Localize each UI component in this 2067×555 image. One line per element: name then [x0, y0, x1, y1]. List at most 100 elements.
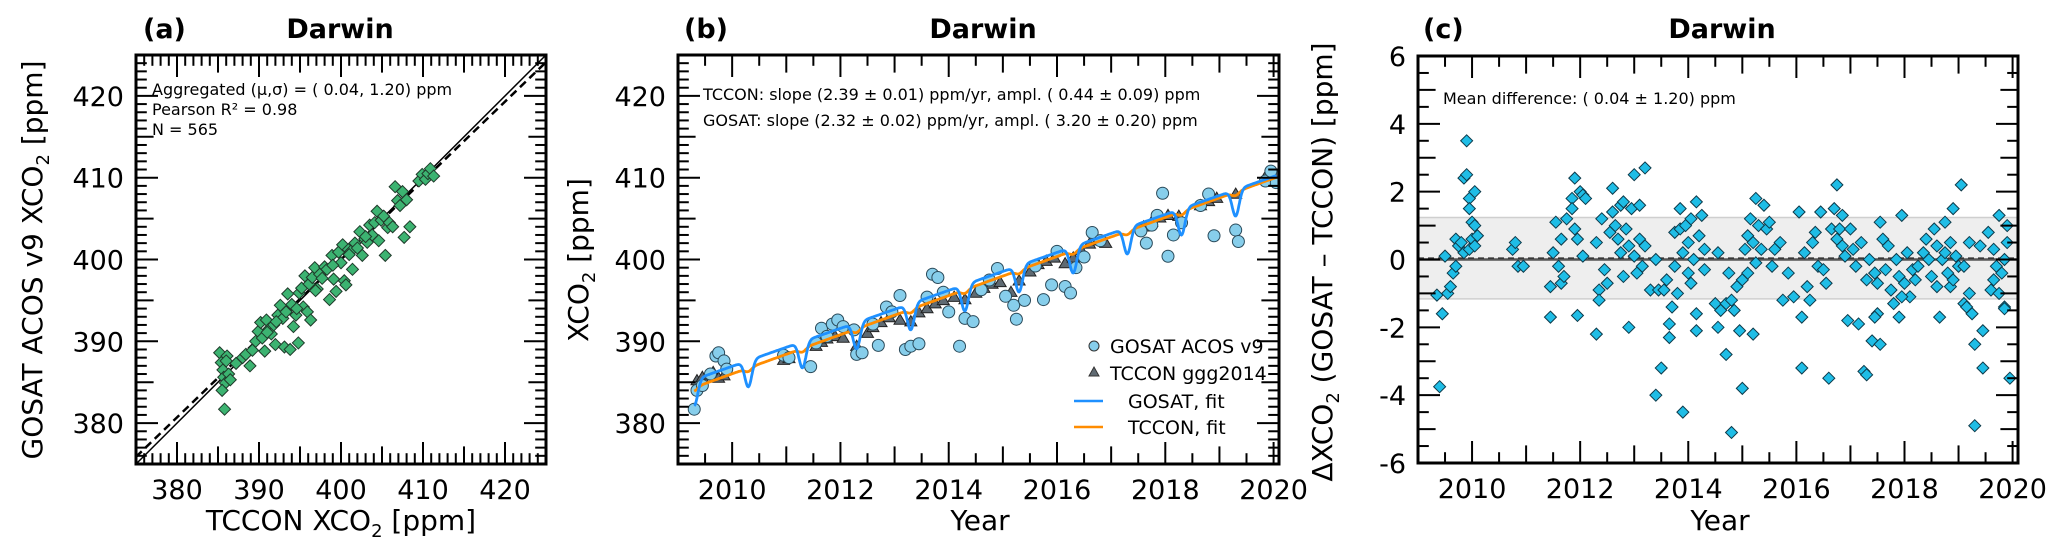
- difference-point: [1657, 283, 1671, 297]
- difference-point: [1668, 259, 1682, 273]
- panel-b: (b) Darwin 2010 2012 2014 2016 2018 2020 380 39…: [562, 14, 1308, 537]
- difference-point: [1576, 249, 1590, 263]
- y-tick-label: -6: [1379, 449, 1406, 480]
- difference-point: [1962, 235, 1977, 250]
- difference-point: [1632, 198, 1647, 212]
- difference-point: [2000, 235, 2014, 250]
- scatter-point: [215, 383, 229, 398]
- gosat-point: [966, 315, 980, 329]
- difference-point: [1995, 266, 2009, 280]
- gosat-point: [1045, 278, 1059, 292]
- difference-point: [1846, 242, 1860, 257]
- y-tick-label: -4: [1379, 381, 1406, 412]
- scatter-point: [385, 220, 400, 234]
- difference-point: [1746, 235, 1760, 250]
- x-tick-label: 2016: [1023, 475, 1092, 506]
- difference-point: [1968, 418, 1982, 433]
- difference-point: [1619, 222, 1633, 236]
- x-tick-label: 400: [315, 475, 367, 506]
- difference-point: [1843, 222, 1858, 236]
- gosat-fit-line: [693, 174, 1277, 407]
- difference-point: [1854, 235, 1868, 250]
- difference-point: [1924, 269, 1939, 284]
- panel-c-letter: (c): [1423, 14, 1464, 45]
- difference-point: [1886, 296, 1901, 311]
- difference-point: [1681, 235, 1695, 250]
- difference-point: [1616, 269, 1631, 284]
- difference-point: [1589, 327, 1604, 341]
- scatter-point: [286, 319, 301, 334]
- difference-point: [1803, 293, 1817, 307]
- difference-point: [1878, 262, 1893, 277]
- difference-point: [1616, 195, 1631, 209]
- difference-point: [1468, 239, 1482, 253]
- scatter-point: [358, 229, 373, 244]
- panel-b-annotation-2: GOSAT: slope (2.32 ± 0.02) ppm/yr, ampl.…: [703, 111, 1198, 130]
- difference-point: [1622, 320, 1636, 335]
- difference-point: [1468, 184, 1482, 199]
- difference-point: [1986, 242, 2001, 257]
- tccon-point: [860, 326, 875, 338]
- panel-a-ylabel: GOSAT ACOS v9 XCO2 [ppm]: [16, 61, 54, 460]
- y-tick-label: 400: [72, 246, 124, 277]
- difference-point: [1889, 252, 1904, 267]
- gosat-point: [1064, 286, 1078, 300]
- difference-point: [1711, 320, 1725, 335]
- x-tick-label: 2014: [914, 475, 983, 506]
- difference-point: [1930, 239, 1944, 253]
- scatter-point: [326, 258, 340, 272]
- difference-point: [1686, 252, 1701, 267]
- scatter-point: [303, 313, 318, 327]
- y-tick-label: 390: [72, 327, 124, 358]
- difference-point: [1551, 259, 1566, 273]
- difference-point: [1727, 303, 1741, 318]
- difference-point: [1557, 269, 1571, 284]
- panel-b-letter: (b): [684, 14, 728, 45]
- difference-point: [1895, 208, 1909, 223]
- y-tick-label: 390: [614, 327, 666, 358]
- difference-point: [1997, 301, 2012, 316]
- tccon-point: [836, 331, 851, 343]
- difference-point: [1981, 225, 1995, 240]
- difference-point: [1611, 232, 1625, 246]
- difference-point: [1749, 256, 1763, 270]
- panel-a-annotation-3: N = 565: [152, 120, 218, 139]
- scatter-point: [279, 305, 293, 319]
- difference-point: [1454, 235, 1468, 250]
- gosat-point: [804, 360, 818, 374]
- panel-b-legend: GOSAT ACOS v9 TCCON ggg2014 GOSAT, fit T…: [1074, 336, 1267, 439]
- difference-point: [1697, 262, 1712, 277]
- difference-point: [1911, 259, 1925, 273]
- gosat-point: [893, 288, 907, 302]
- difference-point: [1873, 215, 1887, 229]
- difference-point: [1695, 208, 1709, 223]
- difference-point: [1508, 235, 1523, 250]
- y-tick-label: 420: [72, 82, 124, 113]
- difference-point: [1776, 293, 1790, 307]
- scatter-point: [403, 220, 417, 234]
- gosat-point: [1156, 186, 1170, 200]
- difference-point: [1732, 324, 1747, 338]
- difference-point: [1638, 239, 1652, 253]
- panel-a-xlabel: TCCON XCO2 [ppm]: [205, 504, 476, 542]
- difference-point: [1930, 279, 1944, 294]
- difference-point: [1449, 259, 1463, 273]
- difference-point: [1722, 266, 1736, 280]
- difference-point: [1649, 388, 1663, 402]
- panel-a-title: Darwin: [286, 14, 393, 45]
- scatter-point: [217, 402, 232, 416]
- scatter-point: [308, 283, 323, 298]
- difference-point: [1689, 324, 1704, 338]
- regression-line: [136, 61, 546, 458]
- difference-point: [1627, 249, 1641, 263]
- panel-a-annotation-2: Pearson R² = 0.98: [152, 100, 297, 119]
- difference-point: [1957, 259, 1971, 273]
- x-tick-label: 390: [233, 475, 285, 506]
- scatter-point: [269, 314, 283, 329]
- panel-c-title: Darwin: [1668, 14, 1775, 45]
- difference-point: [1932, 310, 1947, 324]
- difference-point: [1605, 181, 1620, 195]
- difference-point: [1589, 235, 1604, 250]
- scatter-point: [290, 301, 304, 316]
- gosat-point: [1207, 229, 1221, 243]
